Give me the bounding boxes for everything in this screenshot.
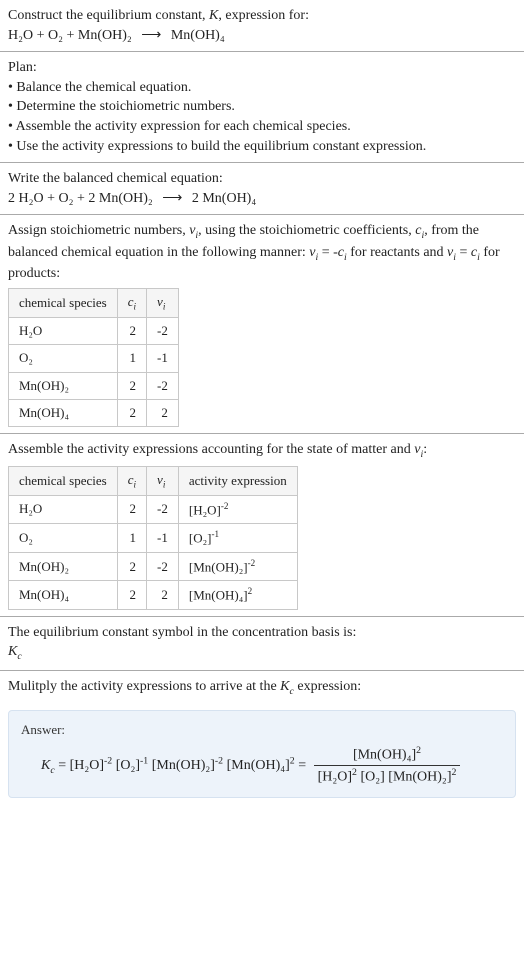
prompt-line1: Construct the equilibrium constant, K, e… xyxy=(8,6,516,26)
unbalanced-equation: H₂O + O₂ + Mn(OH)₂ ⟶ Mn(OH)₄ xyxy=(8,26,516,46)
activity-table: chemical species ci νi activity expressi… xyxy=(8,466,298,610)
table-row: H₂O 2 -2 [H₂O]-2 xyxy=(9,495,298,524)
table-row: O₂ 1 -1 xyxy=(9,345,179,372)
cell-activity: [H₂O]-2 xyxy=(178,495,297,524)
table-row: Mn(OH)₂ 2 -2 [Mn(OH)₂]-2 xyxy=(9,552,298,581)
kc-symbol-section: The equilibrium constant symbol in the c… xyxy=(0,617,524,670)
cell-species: Mn(OH)₂ xyxy=(9,372,118,399)
cell-vi: -1 xyxy=(147,345,179,372)
col-ci: ci xyxy=(117,466,146,495)
plan-list: Balance the chemical equation. Determine… xyxy=(8,78,516,156)
table-row: O₂ 1 -1 [O₂]-1 xyxy=(9,524,298,553)
cell-vi: -2 xyxy=(147,372,179,399)
col-vi: νi xyxy=(147,466,179,495)
table-row: H₂O 2 -2 xyxy=(9,318,179,345)
multiply-text: Mulitply the activity expressions to arr… xyxy=(8,679,361,694)
table-header-row: chemical species ci νi xyxy=(9,288,179,317)
plan-item: Determine the stoichiometric numbers. xyxy=(8,97,516,117)
eq-arrow: ⟶ xyxy=(156,191,188,206)
prompt-section: Construct the equilibrium constant, K, e… xyxy=(0,0,524,51)
plan-item: Balance the chemical equation. xyxy=(8,78,516,98)
eq-lhs: 2 H₂O + O₂ + 2 Mn(OH)₂ xyxy=(8,191,153,206)
cell-ci: 1 xyxy=(117,524,146,553)
table-row: Mn(OH)₄ 2 2 xyxy=(9,399,179,426)
cell-ci: 2 xyxy=(117,372,146,399)
plan-item: Assemble the activity expression for eac… xyxy=(8,117,516,137)
col-species: chemical species xyxy=(9,288,118,317)
cell-species: H₂O xyxy=(9,495,118,524)
cell-species: Mn(OH)₄ xyxy=(9,581,118,610)
cell-species: H₂O xyxy=(9,318,118,345)
cell-ci: 2 xyxy=(117,318,146,345)
cell-vi: -2 xyxy=(147,495,179,524)
answer-label: Answer: xyxy=(21,721,503,739)
answer-equation: Kc = [H₂O]-2 [O₂]-1 [Mn(OH)₂]-2 [Mn(OH)₄… xyxy=(21,744,503,788)
cell-vi: -2 xyxy=(147,318,179,345)
cell-ci: 2 xyxy=(117,495,146,524)
cell-species: O₂ xyxy=(9,345,118,372)
cell-vi: -1 xyxy=(147,524,179,553)
cell-ci: 2 xyxy=(117,552,146,581)
plan-label: Plan: xyxy=(8,58,516,78)
cell-ci: 2 xyxy=(117,581,146,610)
cell-ci: 1 xyxy=(117,345,146,372)
balanced-equation: 2 H₂O + O₂ + 2 Mn(OH)₂ ⟶ 2 Mn(OH)₄ xyxy=(8,189,516,209)
col-activity: activity expression xyxy=(178,466,297,495)
multiply-section: Mulitply the activity expressions to arr… xyxy=(0,671,524,705)
cell-vi: -2 xyxy=(147,552,179,581)
cell-species: Mn(OH)₂ xyxy=(9,552,118,581)
eq-rhs: 2 Mn(OH)₄ xyxy=(192,191,256,206)
col-species: chemical species xyxy=(9,466,118,495)
eq-rhs: Mn(OH)₄ xyxy=(171,28,225,43)
kc-symbol-text: The equilibrium constant symbol in the c… xyxy=(8,623,516,643)
activity-text: Assemble the activity expressions accoun… xyxy=(8,440,516,462)
balanced-section: Write the balanced chemical equation: 2 … xyxy=(0,163,524,214)
answer-fraction: [Mn(OH)₄]2 [H₂O]2 [O₂] [Mn(OH)₂]2 xyxy=(314,744,461,788)
eq-arrow: ⟶ xyxy=(135,28,167,43)
table-row: Mn(OH)₂ 2 -2 xyxy=(9,372,179,399)
col-vi: νi xyxy=(147,288,179,317)
cell-vi: 2 xyxy=(147,399,179,426)
stoich-table: chemical species ci νi H₂O 2 -2 O₂ 1 -1 … xyxy=(8,288,179,427)
stoich-text: Assign stoichiometric numbers, νi, using… xyxy=(8,221,516,284)
stoich-section: Assign stoichiometric numbers, νi, using… xyxy=(0,215,524,433)
table-header-row: chemical species ci νi activity expressi… xyxy=(9,466,298,495)
col-ci: ci xyxy=(117,288,146,317)
balanced-label: Write the balanced chemical equation: xyxy=(8,169,516,189)
cell-activity: [O₂]-1 xyxy=(178,524,297,553)
plan-section: Plan: Balance the chemical equation. Det… xyxy=(0,52,524,162)
cell-species: O₂ xyxy=(9,524,118,553)
cell-ci: 2 xyxy=(117,399,146,426)
activity-section: Assemble the activity expressions accoun… xyxy=(0,434,524,616)
eq-lhs: H₂O + O₂ + Mn(OH)₂ xyxy=(8,28,132,43)
fraction-numerator: [Mn(OH)₄]2 xyxy=(314,744,461,765)
kc-symbol: Kc xyxy=(8,642,516,664)
plan-item: Use the activity expressions to build th… xyxy=(8,137,516,157)
cell-activity: [Mn(OH)₄]2 xyxy=(178,581,297,610)
table-row: Mn(OH)₄ 2 2 [Mn(OH)₄]2 xyxy=(9,581,298,610)
fraction-denominator: [H₂O]2 [O₂] [Mn(OH)₂]2 xyxy=(314,765,461,787)
cell-species: Mn(OH)₄ xyxy=(9,399,118,426)
answer-box: Answer: Kc = [H₂O]-2 [O₂]-1 [Mn(OH)₂]-2 … xyxy=(8,710,516,798)
cell-activity: [Mn(OH)₂]-2 xyxy=(178,552,297,581)
cell-vi: 2 xyxy=(147,581,179,610)
